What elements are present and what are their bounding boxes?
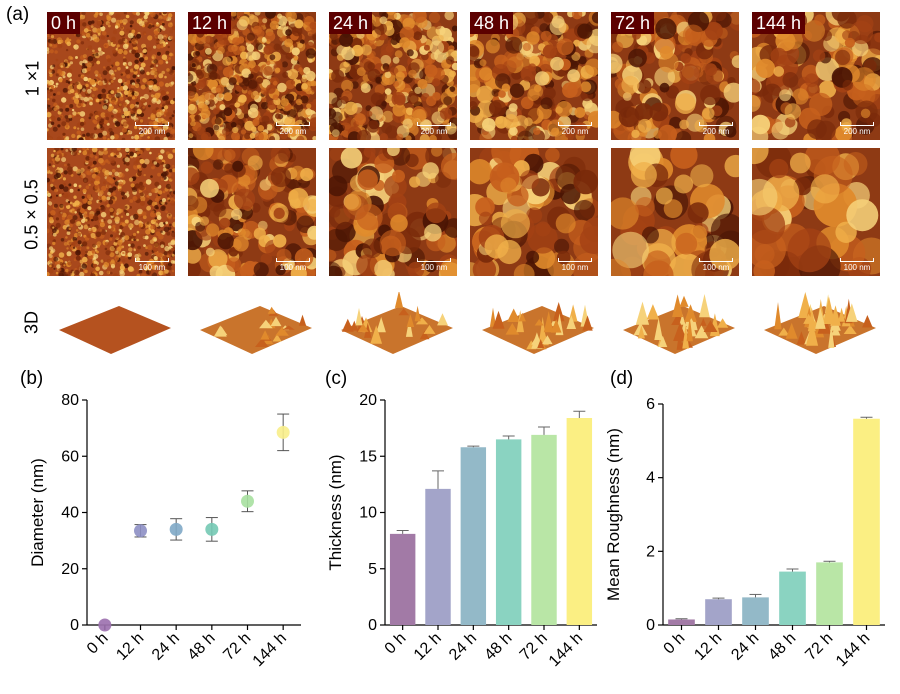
x-tick-label: 0 h	[382, 630, 410, 658]
time-label: 0 h	[47, 12, 81, 34]
bar	[531, 434, 557, 625]
afm-image: 100 nm	[752, 148, 880, 276]
scale-bar: 100 nm	[135, 258, 169, 272]
data-point	[276, 425, 290, 439]
bar	[425, 488, 451, 625]
afm-image: 72 h 200 nm	[611, 12, 739, 140]
y-tick-label: 6	[646, 396, 655, 413]
y-axis-label: Thickness (nm)	[326, 454, 345, 570]
y-tick-label: 2	[646, 543, 655, 560]
y-tick-label: 10	[359, 505, 377, 522]
scale-bar: 200 nm	[276, 122, 310, 136]
scale-bar: 100 nm	[699, 258, 733, 272]
y-tick-label: 0	[646, 617, 655, 634]
bar	[779, 571, 806, 625]
data-point	[241, 494, 254, 508]
afm-image: 48 h 200 nm	[470, 12, 598, 140]
afm-image: 100 nm	[611, 148, 739, 276]
afm-3d-surface	[482, 302, 594, 354]
y-tick-label: 0	[368, 617, 377, 634]
x-tick-label: 12 h	[113, 630, 147, 664]
time-label: 24 h	[329, 12, 373, 34]
afm-image: 100 nm	[329, 148, 457, 276]
row-label-3d: 3D	[21, 311, 42, 335]
y-axis-label: Diameter (nm)	[28, 458, 47, 567]
bar	[742, 597, 769, 625]
bar	[816, 562, 843, 625]
x-tick-label: 24 h	[149, 630, 183, 664]
scale-bar: 100 nm	[558, 258, 592, 272]
x-tick-label: 48 h	[765, 630, 799, 664]
y-tick-label: 4	[646, 470, 655, 487]
time-label: 12 h	[188, 12, 232, 34]
scale-bar: 200 nm	[135, 122, 169, 136]
y-axis-label: Mean Roughness (nm)	[604, 428, 623, 601]
scale-bar: 200 nm	[417, 122, 451, 136]
afm-3d-surface	[59, 306, 171, 354]
time-label: 72 h	[611, 12, 655, 34]
afm-image: 24 h 200 nm	[329, 12, 457, 140]
data-point	[134, 524, 147, 538]
panel-label-d: (d)	[610, 368, 634, 389]
x-tick-label: 48 h	[481, 630, 515, 664]
x-tick-label: 0 h	[84, 630, 112, 658]
x-tick-label: 72 h	[802, 630, 836, 664]
y-tick-label: 5	[368, 561, 377, 578]
row-label-05x05: 0.5 × 0.5	[21, 179, 42, 250]
afm-image: 144 h 200 nm	[752, 12, 880, 140]
scale-bar: 200 nm	[840, 122, 874, 136]
afm-3d-surface	[764, 292, 876, 354]
bar	[668, 619, 695, 625]
roughness-chart: 0 2 4 6 Mean Roughness (nm) 0 h 12 h 24 h 48 h 72…	[604, 396, 885, 670]
data-point	[98, 618, 112, 632]
data-point	[205, 522, 219, 536]
bar	[460, 447, 487, 625]
x-tick-label: 144 h	[833, 630, 873, 670]
y-tick-label: 20	[359, 392, 377, 409]
afm-image: 100 nm	[188, 148, 316, 276]
x-tick-label: 12 h	[691, 630, 725, 664]
scale-bar: 100 nm	[417, 258, 451, 272]
bar	[495, 439, 522, 625]
y-tick-label: 20	[61, 561, 79, 578]
y-tick-label: 60	[61, 448, 79, 465]
bar	[566, 418, 593, 625]
x-tick-label: 12 h	[411, 630, 445, 664]
y-tick-label: 0	[70, 617, 79, 634]
afm-image: 0 h 200 nm	[47, 12, 175, 140]
data-point	[169, 522, 183, 536]
x-tick-label: 48 h	[185, 630, 219, 664]
afm-3d-surface	[623, 294, 735, 354]
x-tick-label: 24 h	[728, 630, 762, 664]
y-tick-label: 15	[359, 448, 377, 465]
bar	[705, 599, 732, 625]
time-label: 144 h	[752, 12, 806, 34]
afm-3d-surface	[200, 306, 312, 354]
afm-image: 100 nm	[470, 148, 598, 276]
scale-bar: 200 nm	[558, 122, 592, 136]
afm-3d-surface	[341, 292, 453, 354]
bar	[853, 418, 880, 625]
row-label-1x1: 1 ×1	[22, 60, 43, 97]
scale-bar: 100 nm	[276, 258, 310, 272]
afm-image: 100 nm	[47, 148, 175, 276]
x-tick-label: 24 h	[446, 630, 480, 664]
x-tick-label: 0 h	[661, 630, 689, 658]
y-tick-label: 80	[61, 392, 79, 409]
afm-image: 12 h 200 nm	[188, 12, 316, 140]
scale-bar: 200 nm	[699, 122, 733, 136]
panel-label-c: (c)	[325, 368, 348, 389]
x-tick-label: 144 h	[546, 630, 586, 670]
scale-bar: 100 nm	[840, 258, 874, 272]
x-tick-label: 144 h	[250, 630, 290, 670]
panel-label-a: (a)	[6, 4, 30, 25]
y-tick-label: 40	[61, 505, 79, 522]
bar	[389, 533, 416, 625]
panel-label-b: (b)	[20, 368, 44, 389]
time-label: 48 h	[470, 12, 514, 34]
